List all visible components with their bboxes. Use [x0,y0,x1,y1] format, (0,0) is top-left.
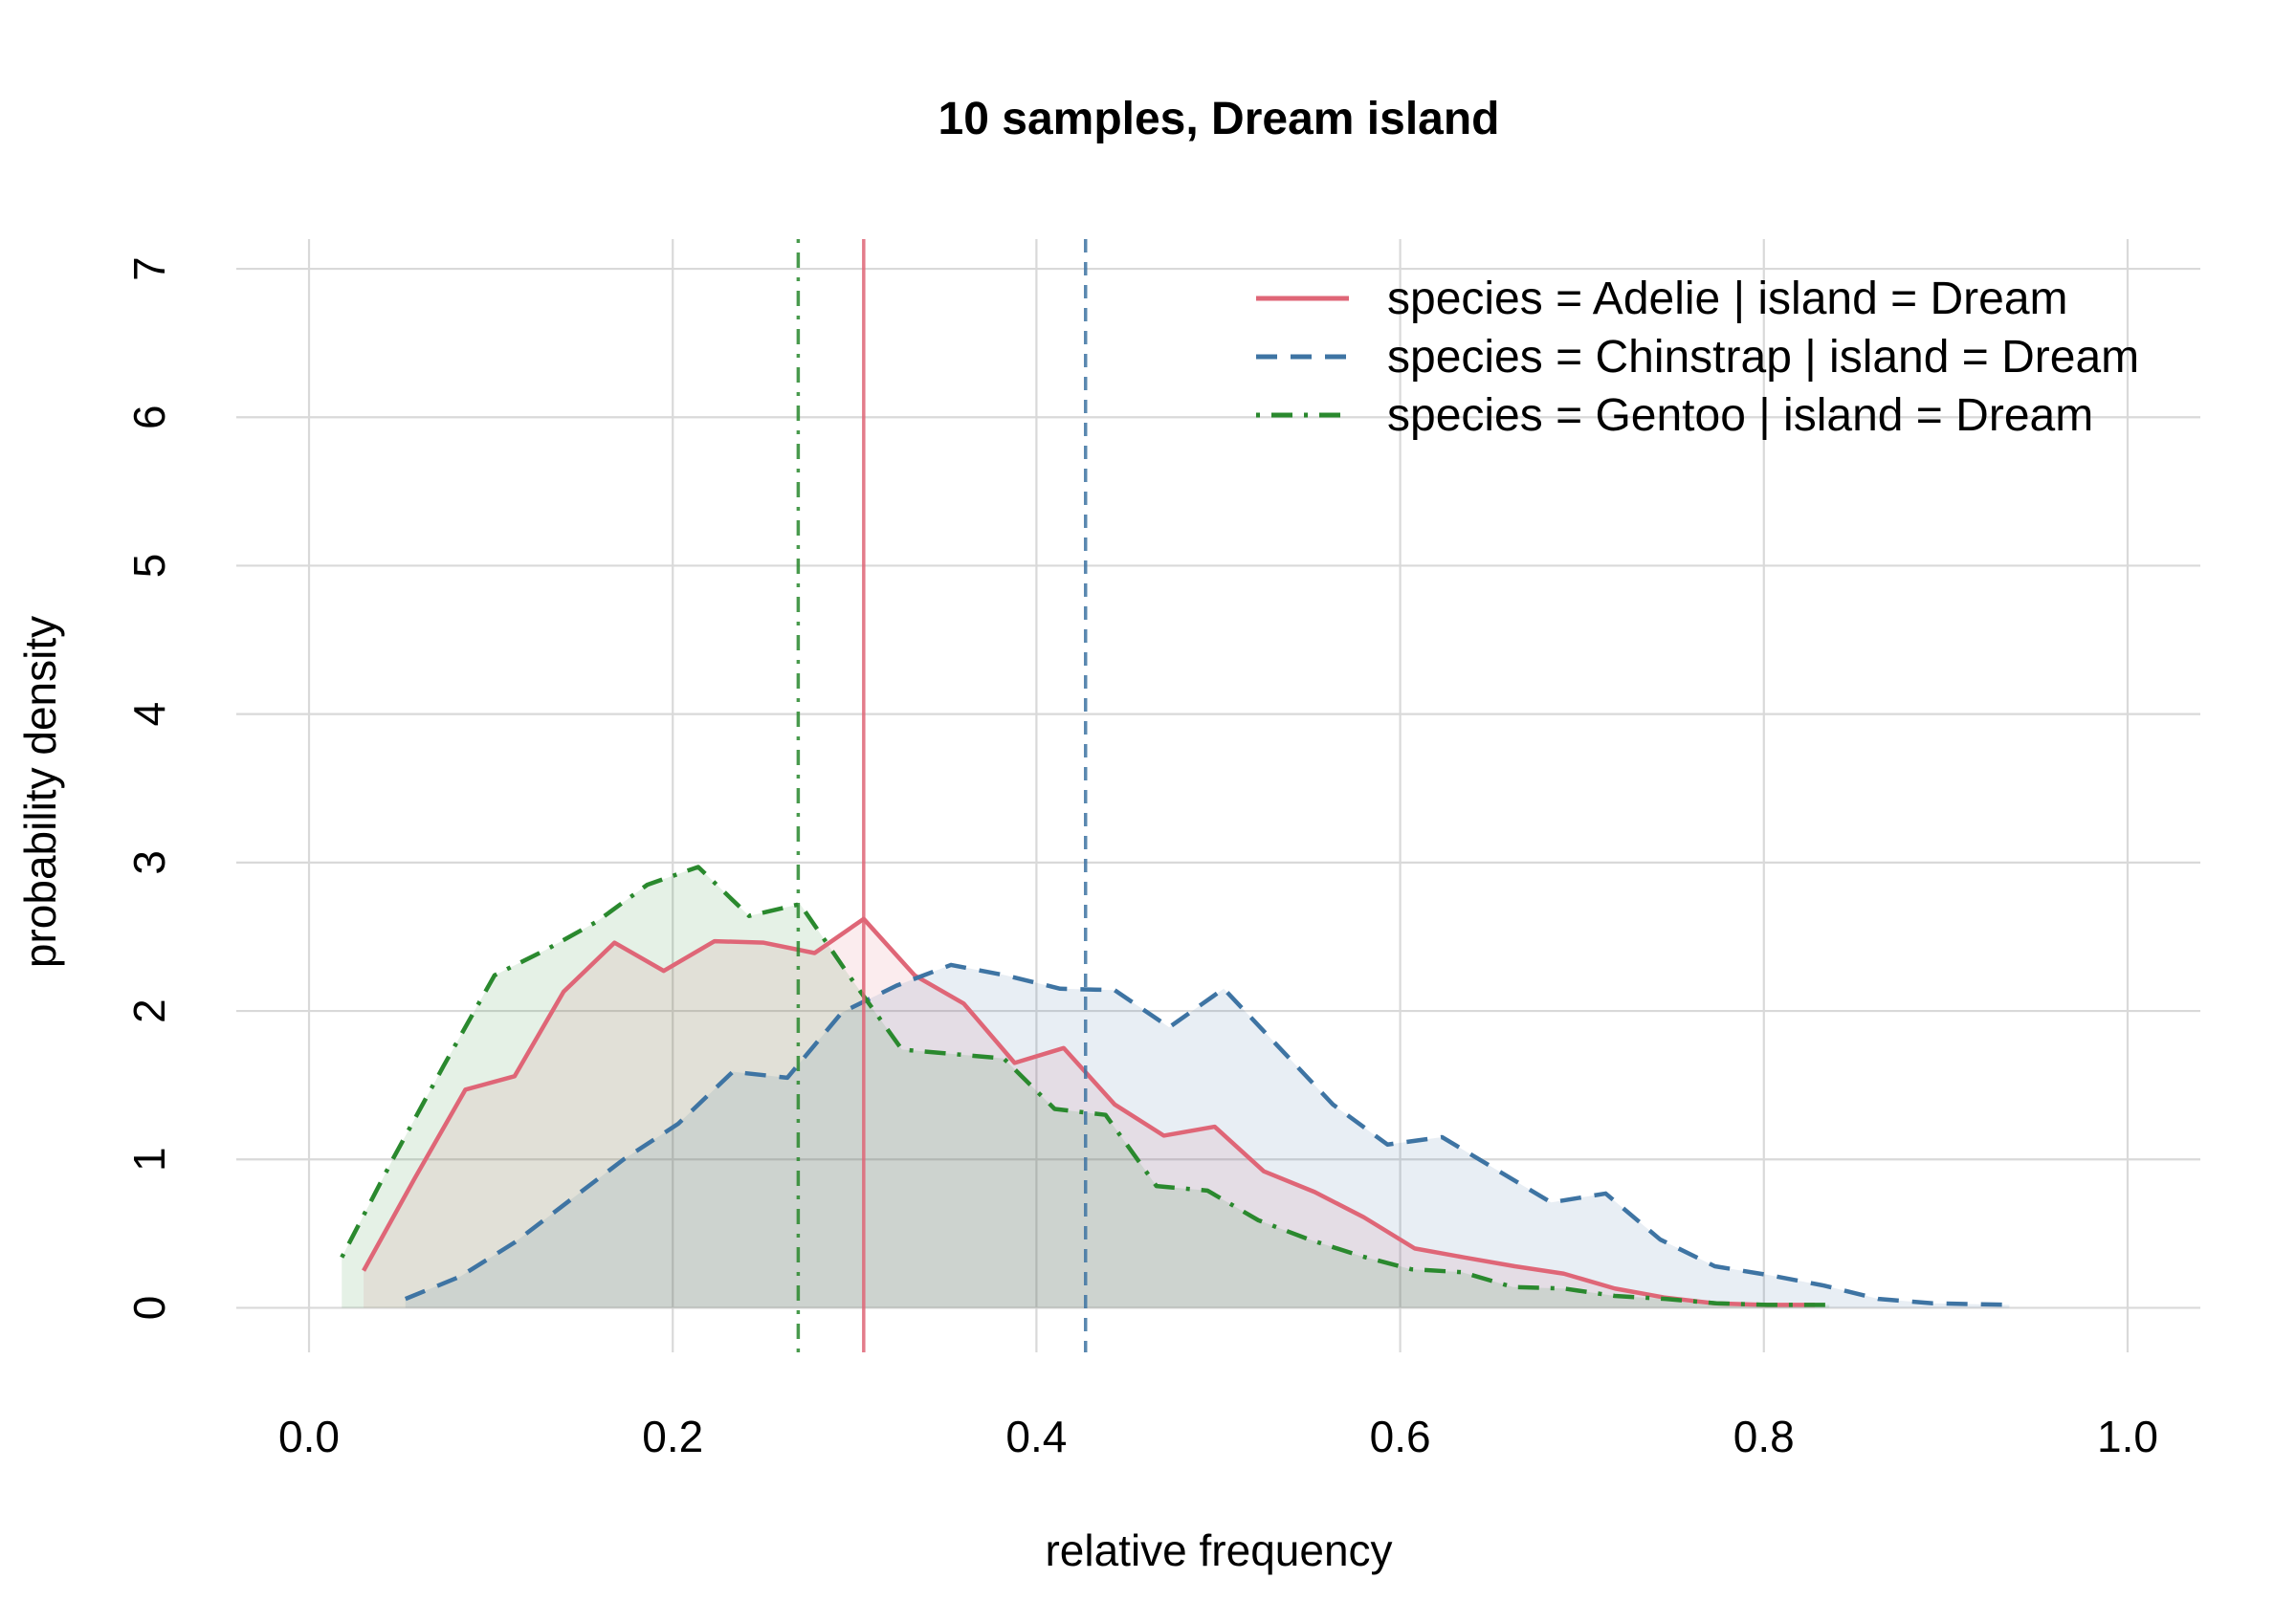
x-tick-label: 0.0 [278,1412,340,1461]
legend-label-2: species = Gentoo | island = Dream [1387,390,2093,441]
density-fill-2 [342,866,1830,1308]
y-tick-label: 4 [124,702,174,727]
x-tick-label: 0.6 [1370,1412,1431,1461]
y-tick-label: 1 [124,1147,174,1172]
y-tick-label: 6 [124,405,174,429]
y-axis-label: probability density [15,616,65,968]
mean-lines [796,239,1088,1352]
y-tick-label: 2 [124,998,174,1023]
density-lines [340,865,2010,1307]
x-tick-label: 0.8 [1733,1412,1795,1461]
density-line-0 [362,916,1816,1307]
legend-label-1: species = Chinstrap | island = Dream [1387,332,2139,383]
x-axis-ticks: 0.0 0.2 0.4 0.6 0.8 1.0 [278,1412,2158,1461]
legend-label-0: species = Adelie | island = Dream [1387,274,2068,324]
y-tick-label: 7 [124,256,174,281]
x-tick-label: 0.2 [642,1412,703,1461]
y-tick-label: 5 [124,554,174,579]
x-tick-label: 0.4 [1005,1412,1067,1461]
chart-title: 10 samples, Dream island [938,94,1500,144]
density-line-1 [404,962,2010,1307]
density-fills [342,866,2010,1308]
density-fill-0 [364,918,1816,1308]
density-fill-1 [405,964,2010,1308]
x-tick-label: 1.0 [2097,1412,2158,1461]
grid-lines [236,239,2200,1352]
legend: species = Adelie | island = Dream species… [1256,274,2139,441]
y-axis-ticks: 0 1 2 3 4 5 6 7 [124,256,174,1320]
y-tick-label: 3 [124,850,174,875]
x-axis-label: relative frequency [1045,1525,1392,1575]
density-line-2 [340,865,1830,1307]
y-tick-label: 0 [124,1296,174,1321]
